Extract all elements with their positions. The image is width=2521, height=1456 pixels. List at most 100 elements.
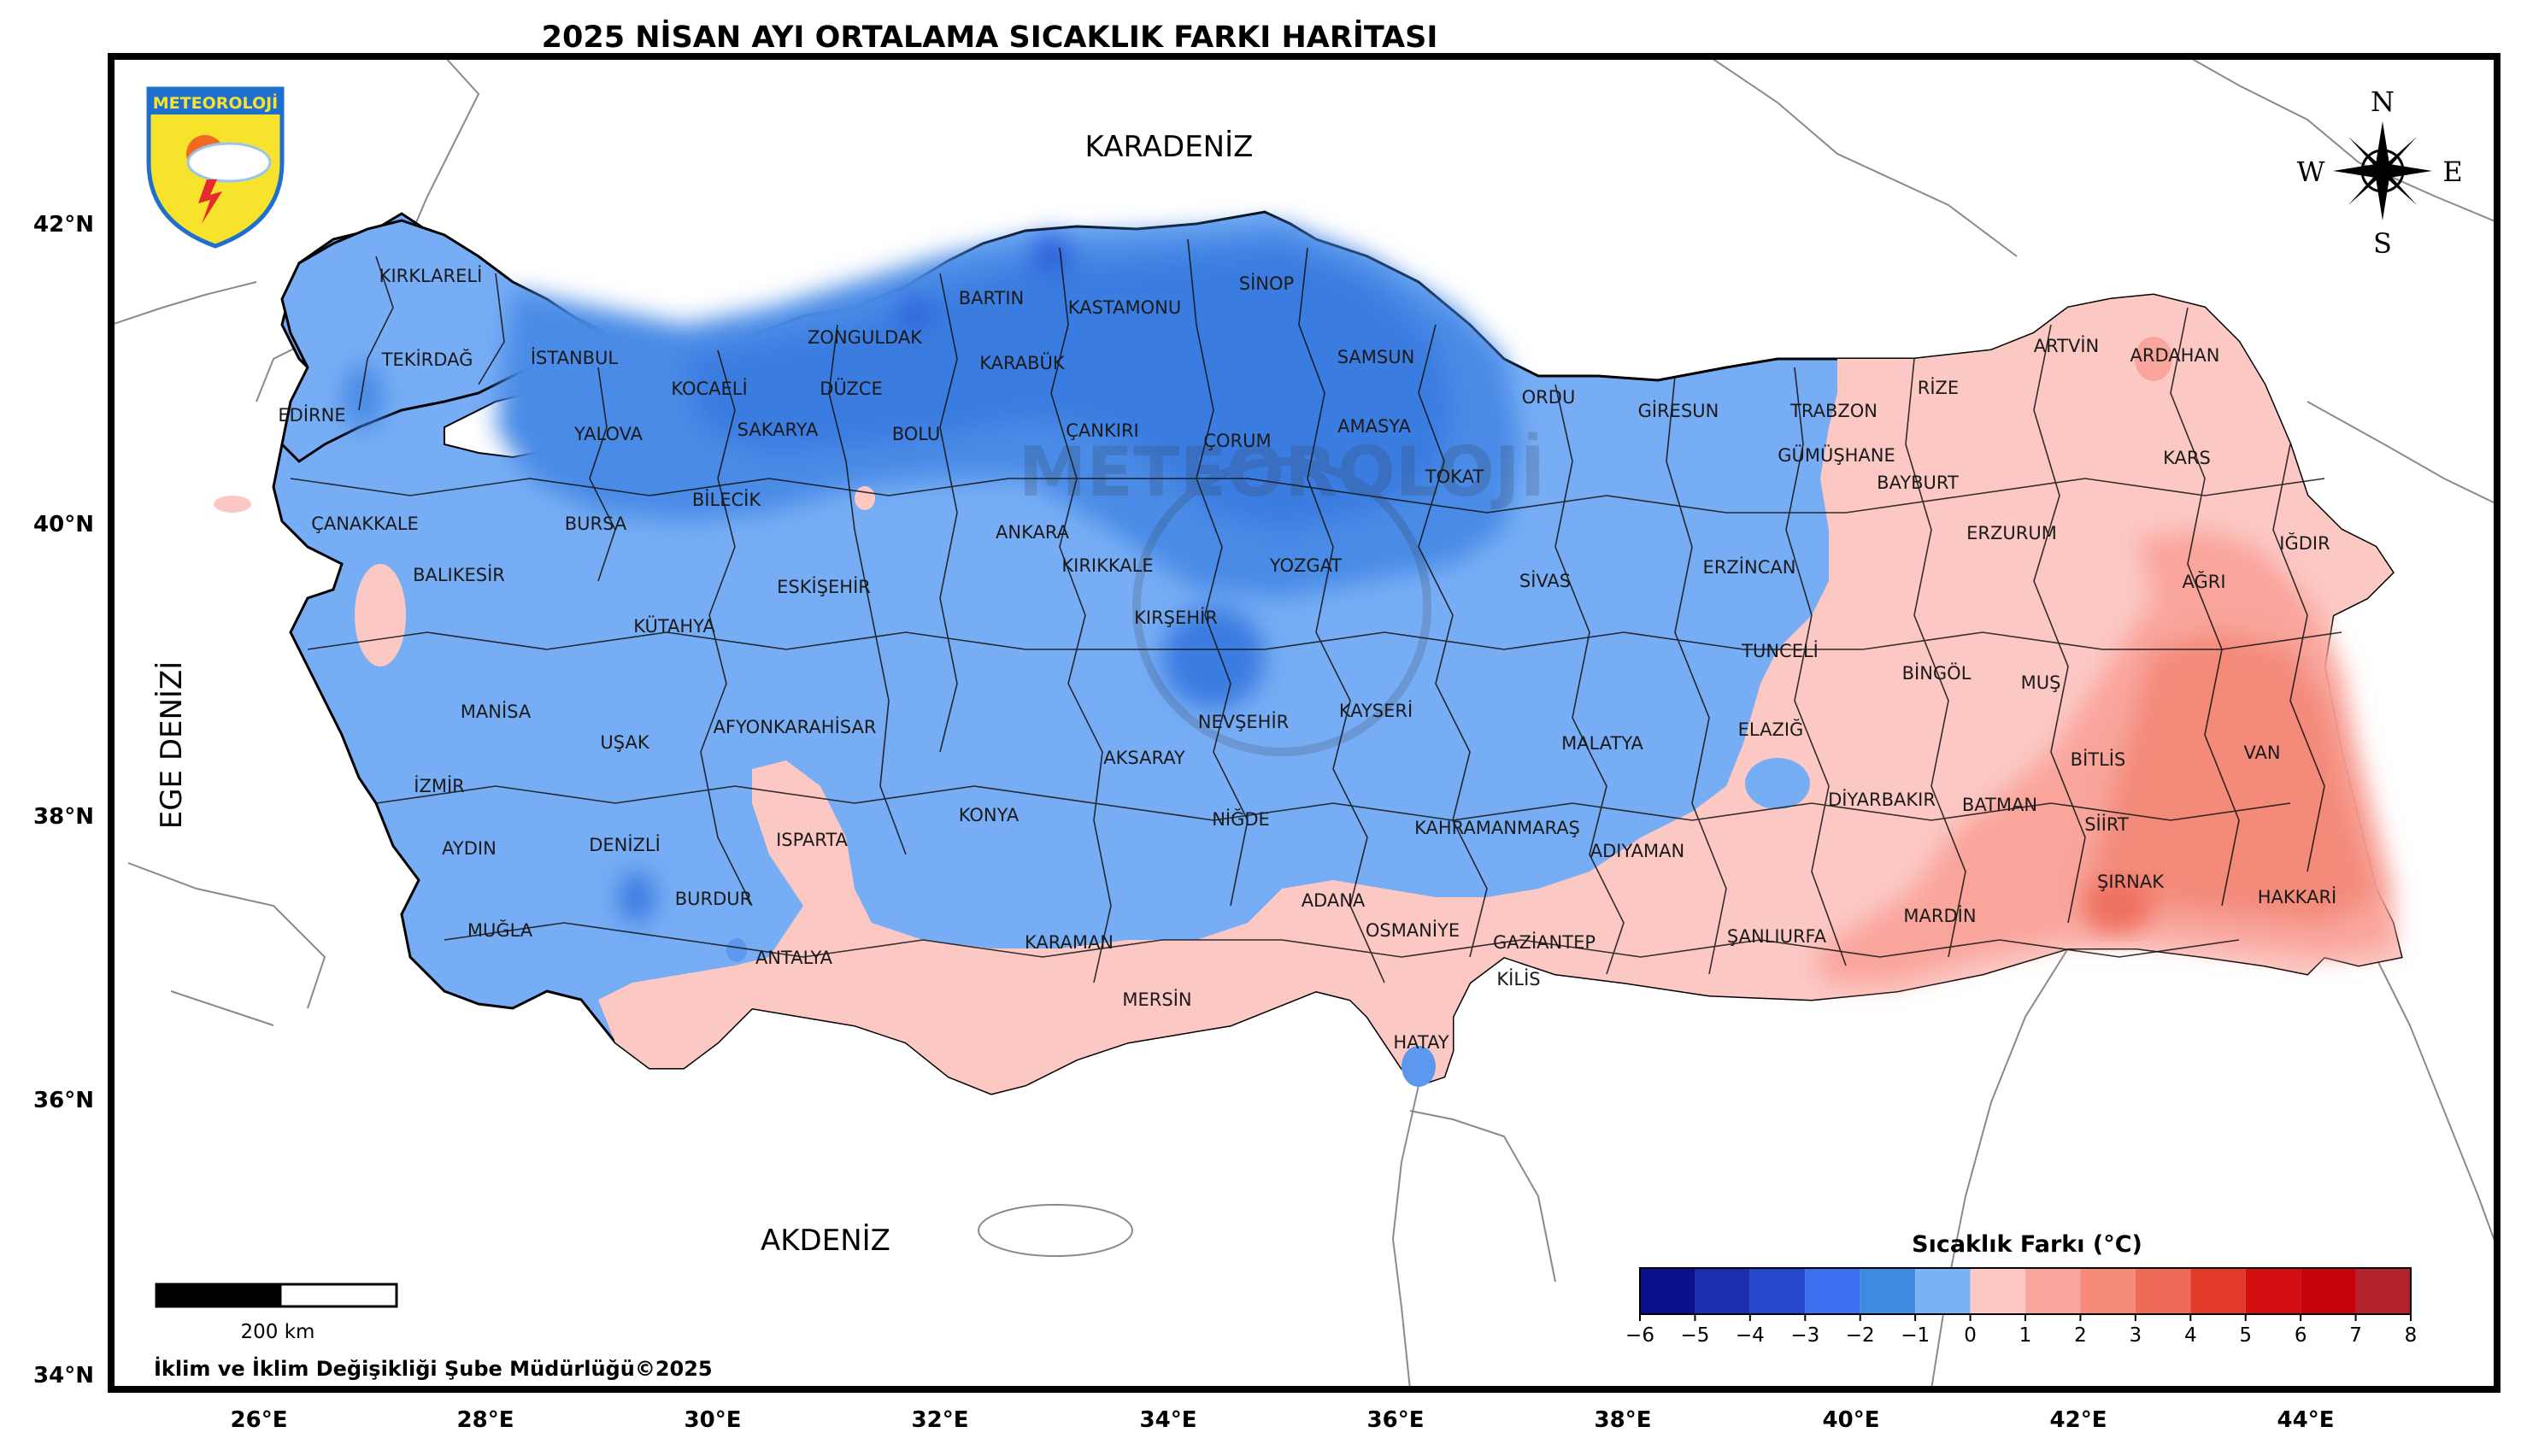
province-label: NİĞDE: [1212, 808, 1270, 830]
border-iraq-iran: [2375, 956, 2497, 1248]
legend-tick-label: 2: [2074, 1324, 2087, 1347]
legend-tick-label: 0: [1964, 1324, 1977, 1347]
province-label: AMASYA: [1337, 416, 1411, 437]
province-label: ŞANLIURFA: [1727, 926, 1827, 947]
province-label: TUNCELİ: [1741, 640, 1819, 661]
province-label: AFYONKARAHİSAR: [714, 716, 877, 737]
province-label: KİLİS: [1496, 968, 1540, 989]
border-line: [307, 631, 2342, 650]
compass-needle-n: [2376, 121, 2389, 171]
legend-swatch: [1749, 1268, 1806, 1314]
logo-cloud: [186, 142, 272, 183]
province-label: BİTLİS: [2071, 749, 2126, 770]
province-label: KIRŞEHİR: [1134, 607, 1218, 628]
province-label: IĞDIR: [2279, 532, 2330, 554]
province-label: GİRESUN: [1638, 400, 1719, 421]
lat-label: 38°N: [33, 804, 94, 830]
legend-tick-label: −2: [1846, 1324, 1875, 1347]
legend-tick-label: −3: [1790, 1324, 1819, 1347]
province-label: ISPARTA: [776, 830, 848, 850]
sea-label-aegean: EGE DENİZİ: [155, 661, 189, 830]
province-label: GAZİANTEP: [1493, 931, 1595, 953]
border-line: [358, 255, 394, 411]
province-label: KAHRAMANMARAŞ: [1414, 818, 1580, 838]
legend-tick-label: −6: [1625, 1324, 1654, 1347]
longitude-labels: 26°E 28°E 30°E 32°E 34°E 36°E 38°E 40°E …: [231, 1407, 2335, 1433]
province-label: KOCAELİ: [671, 378, 747, 399]
province-label: BOLU: [892, 424, 941, 444]
scale-bar: 200 km: [155, 1283, 398, 1343]
legend-swatch: [1860, 1268, 1916, 1314]
lon-label: 28°E: [457, 1407, 514, 1433]
border-line: [939, 273, 958, 753]
province-label: ELAZIĞ: [1738, 719, 1804, 740]
province-label: RİZE: [1918, 377, 1959, 398]
lon-label: 32°E: [912, 1407, 969, 1433]
warm-zone-gokceada: [214, 496, 251, 513]
compass-needle-w: [2333, 164, 2383, 178]
warm-zones: [214, 295, 2401, 1094]
cold-zone-kirsehir: [1162, 607, 1265, 709]
province-label: ADANA: [1302, 890, 1366, 911]
province-label: KASTAMONU: [1068, 297, 1181, 318]
province-label: UŞAK: [600, 732, 649, 753]
border-line: [478, 273, 505, 385]
compass-needle-nw: [2348, 137, 2383, 171]
province-label: DİYARBAKIR: [1828, 789, 1936, 810]
warm-zone-ardahan: [2135, 337, 2172, 381]
province-label: ÇANAKKALE: [311, 514, 419, 534]
border-line: [828, 324, 907, 855]
border-line: [589, 367, 616, 582]
cold-zone-zonguldak-spot: [899, 295, 930, 329]
compass-rose: N S E W: [2297, 85, 2463, 260]
province-label: AKSARAY: [1103, 748, 1185, 768]
warm-zone-sirnak: [2083, 880, 2152, 931]
latitude-labels: 42°N 40°N 38°N 36°N 34°N: [33, 212, 94, 1388]
province-label: AYDIN: [442, 838, 497, 859]
logo-lightning: [198, 179, 222, 224]
meteoroloji-watermark: METEOROLOJİ: [1019, 432, 1545, 756]
legend-ticks: −6 −5 −4 −3 −2 −1 0 1 2 3 4 5 6 7 8: [1625, 1314, 2417, 1347]
province-label: ORDU: [1522, 387, 1576, 408]
border-lebanon-syria: [1391, 1084, 1419, 1389]
legend-swatch: [1970, 1268, 2025, 1314]
cold-zone-edirne: [343, 363, 384, 432]
province-borders: [290, 238, 2342, 983]
province-label: HATAY: [1393, 1032, 1449, 1053]
border-line: [1187, 238, 1249, 907]
province-label: TOKAT: [1425, 467, 1484, 487]
meteoroloji-logo: METEOROLOJİ: [146, 86, 285, 249]
province-label: VAN: [2243, 743, 2280, 763]
province-label: DÜZCE: [820, 378, 883, 399]
province-label: YALOVA: [573, 424, 643, 444]
province-label: KARABÜK: [979, 352, 1066, 373]
cold-zone-denizli: [618, 872, 655, 923]
border-line: [1298, 247, 1385, 983]
border-line: [1666, 375, 1727, 975]
province-label: BALIKESİR: [413, 564, 505, 585]
legend-tick-label: 4: [2184, 1324, 2197, 1347]
compass-needle-sw: [2348, 171, 2383, 205]
legend-swatch: [1640, 1268, 1695, 1314]
lat-label: 36°N: [33, 1088, 94, 1113]
province-label: KONYA: [959, 805, 1020, 825]
province-labels: KIRKLARELİ TEKİRDAĞ EDİRNE İSTANBUL KOCA…: [278, 265, 2336, 1053]
province-label: BURSA: [565, 514, 627, 534]
province-label: KARS: [2163, 448, 2211, 468]
greek-islands-south: [170, 990, 274, 1026]
scale-bar-white: [279, 1283, 398, 1308]
border-line: [2033, 324, 2086, 924]
sea-label-black-sea: KARADENİZ: [1085, 130, 1254, 164]
compass-ring: [2360, 149, 2405, 193]
province-label: SİİRT: [2084, 813, 2129, 835]
legend-swatch: [2025, 1268, 2081, 1314]
province-label: ARTVİN: [2034, 335, 2100, 356]
legend-swatch: [2080, 1268, 2136, 1314]
legend-tick-label: −4: [1736, 1324, 1765, 1347]
legend-tick-label: 8: [2405, 1324, 2418, 1347]
legend-swatch: [2135, 1268, 2191, 1314]
province-label: İSTANBUL: [531, 347, 619, 368]
province-label: BURDUR: [675, 889, 753, 909]
province-label: TRABZON: [1789, 401, 1878, 421]
cold-pockets-east: [726, 607, 1810, 1087]
